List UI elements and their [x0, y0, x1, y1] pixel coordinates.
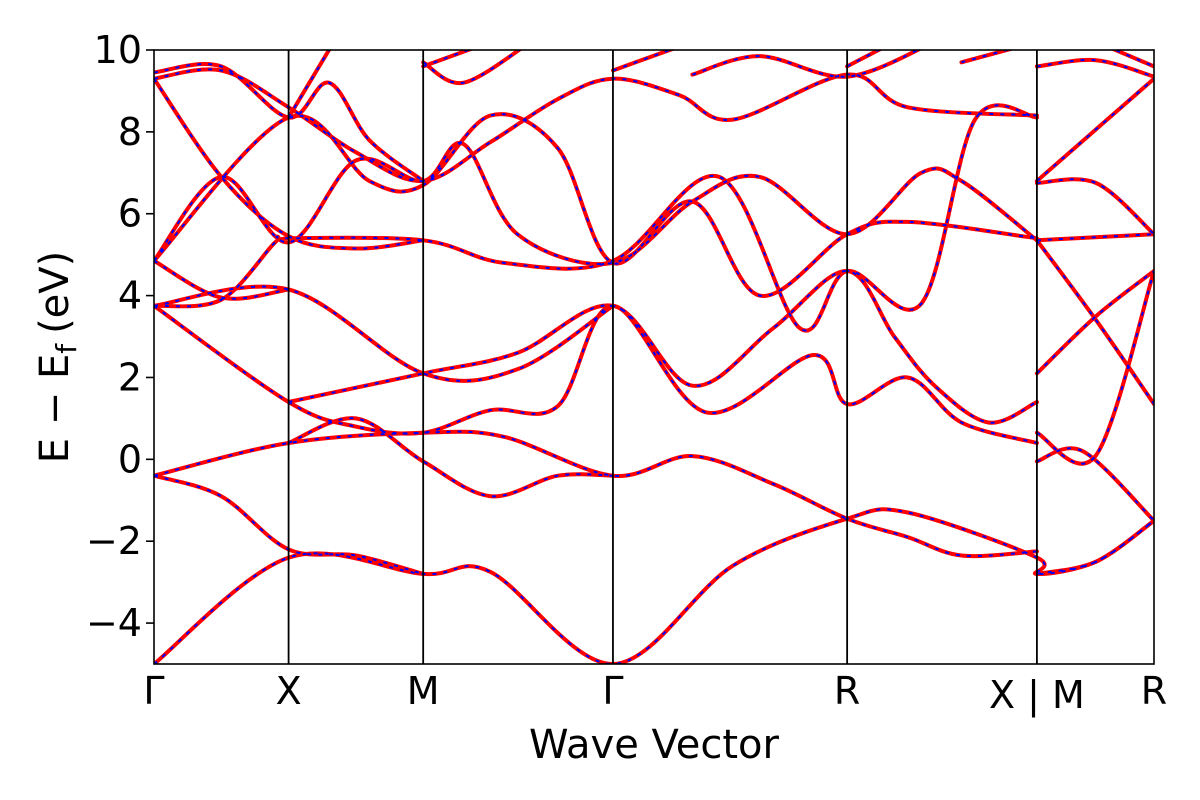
band-line-blue-5 [288, 269, 1038, 424]
y-axis-title-main: E − E [32, 354, 78, 464]
band-line-red-11 [154, 76, 426, 251]
y-tick-label-6: 8 [118, 110, 142, 154]
band-line-red-17 [611, 50, 676, 73]
y-tick-label-4: 4 [118, 274, 142, 318]
band-line-blue-27 [1036, 178, 1154, 235]
band-line-red-25 [1034, 238, 1154, 407]
band-line-blue-4 [154, 304, 1038, 444]
x-tick-label-5: X | M [989, 673, 1085, 718]
band-line-red-5 [286, 269, 1039, 425]
band-line-blue-2 [154, 430, 1037, 558]
x-tick-label-1: X [276, 669, 302, 713]
band-line-red-12 [154, 67, 1039, 184]
band-line-blue-15 [422, 50, 521, 84]
band-line-red-18 [690, 50, 923, 79]
y-tick-label-3: 2 [118, 355, 142, 399]
band-line-red-20 [959, 50, 1015, 65]
x-axis: Γ X M Γ R X | M R [143, 669, 1167, 718]
band-line-blue-29 [1036, 58, 1154, 78]
band-line-blue-13 [154, 63, 424, 182]
band-line-blue-16 [422, 50, 471, 68]
band-line-blue-7 [154, 104, 1038, 332]
y-tick-label-5: 6 [118, 192, 142, 236]
band-line-blue-25 [1036, 239, 1154, 405]
band-line-red-27 [1034, 177, 1154, 237]
band-line-red-14 [286, 50, 331, 120]
y-axis-title: E − Ef (eV) [32, 251, 83, 464]
band-line-red-30 [1110, 50, 1154, 69]
band-line-red-0 [154, 507, 1154, 664]
band-line-blue-23 [1036, 270, 1154, 465]
y-tick-label-2: 0 [118, 437, 142, 481]
plot-frame [153, 49, 1155, 665]
x-tick-label-2: M [407, 669, 440, 713]
y-axis-title-subscript: f [50, 343, 83, 354]
x-tick-label-6: R [1141, 669, 1167, 713]
y-axis: −4 −2 0 2 4 6 8 10 [86, 28, 154, 645]
series-blue-bands [154, 50, 1154, 664]
x-tick-label-4: R [834, 669, 860, 713]
y-tick-label-1: −2 [86, 519, 142, 563]
x-tick-label-3: Γ [602, 669, 623, 713]
band-line-blue-18 [692, 50, 920, 78]
y-tick-label-7: 10 [94, 28, 142, 72]
x-tick-label-0: Γ [143, 669, 164, 713]
band-line-blue-9 [154, 113, 1038, 297]
band-line-red-23 [1034, 269, 1154, 466]
band-line-red-10 [154, 141, 1039, 266]
band-line-blue-21 [1036, 519, 1154, 575]
band-line-red-4 [154, 303, 1039, 445]
band-line-blue-8 [154, 259, 289, 300]
band-line-blue-19 [846, 50, 881, 68]
band-line-blue-6 [154, 285, 614, 382]
kpoint-divider-lines [287, 50, 1038, 664]
y-axis-title-units: (eV) [32, 251, 78, 334]
band-line-blue-28 [1036, 77, 1154, 182]
x-axis-title: Wave Vector [529, 722, 780, 768]
band-line-red-2 [154, 429, 1039, 559]
band-line-red-21 [1034, 518, 1154, 576]
band-line-blue-26 [1036, 233, 1154, 242]
y-tick-label-0: −4 [86, 601, 142, 645]
band-line-red-24 [1034, 269, 1154, 376]
band-line-blue-22 [1036, 447, 1154, 522]
band-line-blue-3 [288, 417, 614, 498]
band-line-red-9 [154, 112, 1039, 298]
band-line-blue-10 [154, 141, 1038, 265]
band-line-red-7 [154, 103, 1039, 333]
band-line-red-29 [1034, 57, 1154, 79]
band-line-blue-12 [154, 68, 1037, 183]
